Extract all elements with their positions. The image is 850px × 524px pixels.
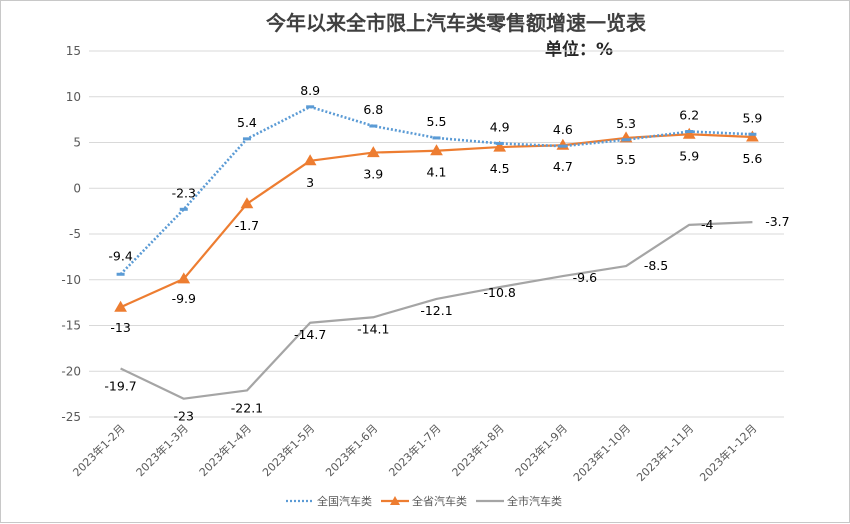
- legend-item[interactable]: 全省汽车类: [381, 494, 467, 508]
- data-label: 6.8: [363, 102, 383, 117]
- x-tick-label: 2023年1-11月: [633, 421, 696, 484]
- x-tick-label: 2023年1-12月: [697, 421, 760, 484]
- y-axis: 15 10 5 0 -5 -10 -15 -20 -25: [61, 44, 81, 424]
- y-tick-label: -25: [61, 410, 81, 424]
- data-label: -1.7: [235, 218, 259, 233]
- data-label: 5.6: [742, 151, 762, 166]
- data-label: -14.1: [357, 321, 389, 336]
- y-tick-label: -15: [61, 319, 81, 333]
- x-tick-label: 2023年1-3月: [133, 421, 191, 479]
- data-label: 4.5: [490, 161, 510, 176]
- data-label: 6.2: [679, 108, 699, 123]
- data-label: -9.4: [108, 248, 132, 263]
- chart-title: 今年以来全市限上汽车类零售额增速一览表: [266, 11, 647, 35]
- data-label: -3.7: [765, 214, 789, 229]
- y-tick-label: 0: [73, 181, 81, 195]
- data-label: -12.1: [420, 303, 452, 318]
- data-label: 5.5: [427, 114, 447, 129]
- legend-item[interactable]: 全市汽车类: [476, 494, 562, 508]
- x-tick-label: 2023年1-7月: [386, 421, 444, 479]
- x-tick-label: 2023年1-8月: [449, 421, 507, 479]
- x-tick-label: 2023年1-9月: [512, 421, 570, 479]
- data-label: -8.5: [644, 258, 668, 273]
- legend-label: 全省汽车类: [412, 494, 467, 508]
- y-tick-label: 15: [66, 44, 81, 58]
- x-tick-label: 2023年1-4月: [196, 421, 254, 479]
- x-tick-label: 2023年1-5月: [259, 421, 317, 479]
- legend-item[interactable]: 全国汽车类: [286, 494, 372, 508]
- chart-subtitle: 单位：%: [545, 39, 613, 60]
- data-label: 8.9: [300, 83, 320, 98]
- data-label: 3: [306, 175, 314, 190]
- data-label: -4: [701, 217, 714, 232]
- data-label: -10.8: [484, 285, 516, 300]
- data-label: 4.1: [427, 165, 447, 180]
- data-label: 5.9: [742, 110, 762, 125]
- y-tick-label: 10: [66, 90, 81, 104]
- legend-label: 全国汽车类: [317, 494, 372, 508]
- x-tick-label: 2023年1-2月: [70, 421, 128, 479]
- data-label: -22.1: [231, 400, 263, 415]
- series-line: [121, 134, 753, 307]
- data-label: -23: [174, 409, 194, 424]
- data-label: -2.3: [172, 185, 196, 200]
- data-label: 3.9: [363, 167, 383, 182]
- data-label: 5.5: [616, 152, 636, 167]
- y-tick-label: -5: [69, 227, 81, 241]
- data-label: 5.4: [237, 115, 257, 130]
- data-label: 5.9: [679, 148, 699, 163]
- y-tick-label: 5: [73, 136, 81, 150]
- data-label: 4.7: [553, 159, 573, 174]
- data-label: -9.6: [573, 270, 597, 285]
- data-label: -9.9: [172, 291, 196, 306]
- data-point: [241, 198, 252, 208]
- x-tick-label: 2023年1-10月: [570, 421, 633, 484]
- x-tick-label: 2023年1-6月: [322, 421, 380, 479]
- legend-label: 全市汽车类: [507, 494, 562, 508]
- data-label: -13: [110, 320, 130, 335]
- series-line: [121, 107, 753, 274]
- gridlines: [89, 51, 784, 417]
- y-tick-label: -10: [61, 273, 81, 287]
- data-label: 5.3: [616, 116, 636, 131]
- legend[interactable]: 全国汽车类 全省汽车类 全市汽车类: [286, 494, 562, 508]
- data-label: -19.7: [104, 379, 136, 394]
- data-label: -14.7: [294, 327, 326, 342]
- y-tick-label: -20: [61, 364, 81, 378]
- series-group: [115, 107, 758, 399]
- data-label: 4.6: [553, 122, 573, 137]
- data-label: 4.9: [490, 119, 510, 134]
